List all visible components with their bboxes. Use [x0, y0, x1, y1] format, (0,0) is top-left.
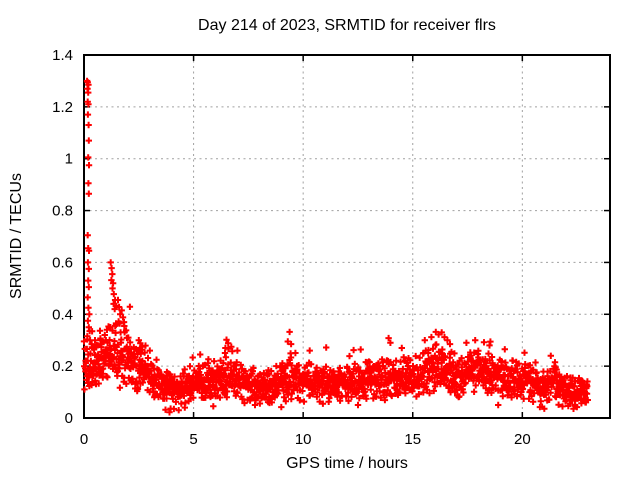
gridlines: [84, 55, 610, 418]
y-tick-label: 0.4: [52, 306, 73, 323]
y-tick-label: 0.8: [52, 203, 73, 220]
plot-border: [83, 54, 611, 419]
chart-title: Day 214 of 2023, SRMTID for receiver flr…: [198, 17, 496, 34]
tick-labels: 0 5 10 15 20 0 0.2 0.4 0.6 0.8 1 1.2 1.4: [52, 47, 531, 448]
y-tick-label: 0.6: [52, 254, 73, 271]
y-tick-label: 0.2: [52, 358, 73, 375]
y-tick-label: 1.2: [52, 99, 73, 116]
x-tick-label: 15: [404, 431, 421, 448]
y-tick-label: 1: [65, 151, 73, 168]
x-tick-label: 10: [295, 431, 312, 448]
x-tick-label: 5: [189, 431, 197, 448]
x-axis-label: GPS time / hours: [286, 455, 408, 472]
y-tick-label: 1.4: [52, 47, 73, 64]
y-tick-label: 0: [65, 410, 73, 427]
x-tick-label: 0: [80, 431, 88, 448]
x-tick-label: 20: [514, 431, 531, 448]
axis-ticks: [83, 54, 610, 419]
data-point-markers: [80, 77, 591, 416]
